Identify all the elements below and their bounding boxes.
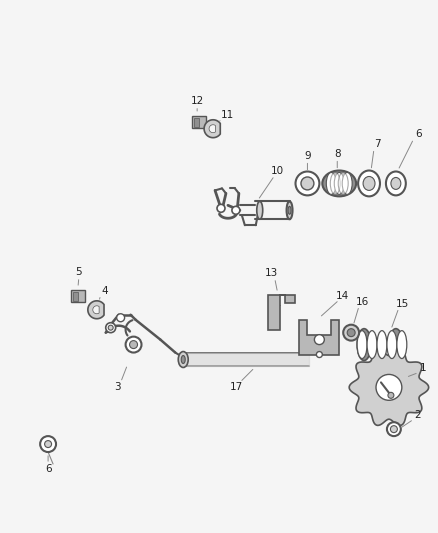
Ellipse shape bbox=[286, 201, 292, 219]
Text: 7: 7 bbox=[373, 139, 379, 149]
Ellipse shape bbox=[129, 341, 137, 349]
Ellipse shape bbox=[325, 173, 336, 195]
Ellipse shape bbox=[357, 171, 379, 196]
Ellipse shape bbox=[117, 314, 124, 322]
Polygon shape bbox=[299, 320, 339, 354]
Ellipse shape bbox=[337, 173, 347, 195]
Ellipse shape bbox=[45, 441, 51, 448]
Ellipse shape bbox=[300, 177, 313, 190]
Text: 12: 12 bbox=[190, 96, 203, 106]
Ellipse shape bbox=[366, 330, 376, 359]
Text: 10: 10 bbox=[270, 166, 283, 175]
Ellipse shape bbox=[356, 330, 366, 359]
Ellipse shape bbox=[386, 330, 396, 359]
Ellipse shape bbox=[342, 173, 351, 195]
Text: 11: 11 bbox=[220, 110, 233, 120]
Text: 6: 6 bbox=[45, 464, 51, 474]
Ellipse shape bbox=[216, 204, 224, 212]
Text: 6: 6 bbox=[414, 128, 421, 139]
Ellipse shape bbox=[333, 173, 343, 195]
Ellipse shape bbox=[396, 330, 406, 359]
Text: 14: 14 bbox=[335, 291, 348, 301]
Text: 5: 5 bbox=[75, 267, 82, 277]
Text: 13: 13 bbox=[265, 268, 278, 278]
Text: 4: 4 bbox=[101, 286, 108, 296]
Ellipse shape bbox=[181, 356, 185, 364]
Ellipse shape bbox=[40, 436, 56, 452]
Text: 16: 16 bbox=[355, 297, 368, 307]
Ellipse shape bbox=[321, 171, 355, 196]
Ellipse shape bbox=[362, 176, 374, 190]
Ellipse shape bbox=[178, 352, 188, 367]
Ellipse shape bbox=[295, 172, 318, 196]
Ellipse shape bbox=[316, 352, 321, 358]
Text: 2: 2 bbox=[413, 410, 420, 420]
Ellipse shape bbox=[106, 322, 115, 333]
Bar bbox=[73, 292, 78, 301]
Ellipse shape bbox=[287, 206, 290, 214]
Text: 1: 1 bbox=[418, 364, 425, 374]
Ellipse shape bbox=[346, 329, 354, 337]
Ellipse shape bbox=[388, 329, 402, 360]
Text: 8: 8 bbox=[333, 149, 340, 159]
Polygon shape bbox=[208, 125, 215, 133]
Bar bbox=[71, 290, 85, 302]
Ellipse shape bbox=[385, 172, 405, 196]
Bar bbox=[194, 118, 199, 127]
Polygon shape bbox=[349, 349, 427, 425]
Ellipse shape bbox=[256, 201, 262, 219]
Ellipse shape bbox=[387, 392, 393, 398]
Ellipse shape bbox=[231, 206, 239, 214]
Polygon shape bbox=[88, 301, 104, 319]
Text: 17: 17 bbox=[230, 382, 243, 392]
Ellipse shape bbox=[108, 325, 113, 330]
Ellipse shape bbox=[125, 337, 141, 352]
Ellipse shape bbox=[389, 426, 396, 433]
Ellipse shape bbox=[356, 329, 370, 360]
Ellipse shape bbox=[386, 422, 400, 436]
Polygon shape bbox=[204, 120, 220, 138]
Text: 3: 3 bbox=[114, 382, 121, 392]
Ellipse shape bbox=[314, 335, 324, 345]
Polygon shape bbox=[92, 306, 99, 314]
Ellipse shape bbox=[375, 375, 401, 400]
Ellipse shape bbox=[376, 330, 386, 359]
Polygon shape bbox=[267, 295, 294, 330]
Ellipse shape bbox=[329, 173, 339, 195]
Text: 9: 9 bbox=[304, 151, 310, 160]
Ellipse shape bbox=[343, 325, 358, 341]
Text: 15: 15 bbox=[396, 299, 409, 309]
Bar bbox=[192, 116, 205, 128]
Ellipse shape bbox=[390, 177, 400, 189]
